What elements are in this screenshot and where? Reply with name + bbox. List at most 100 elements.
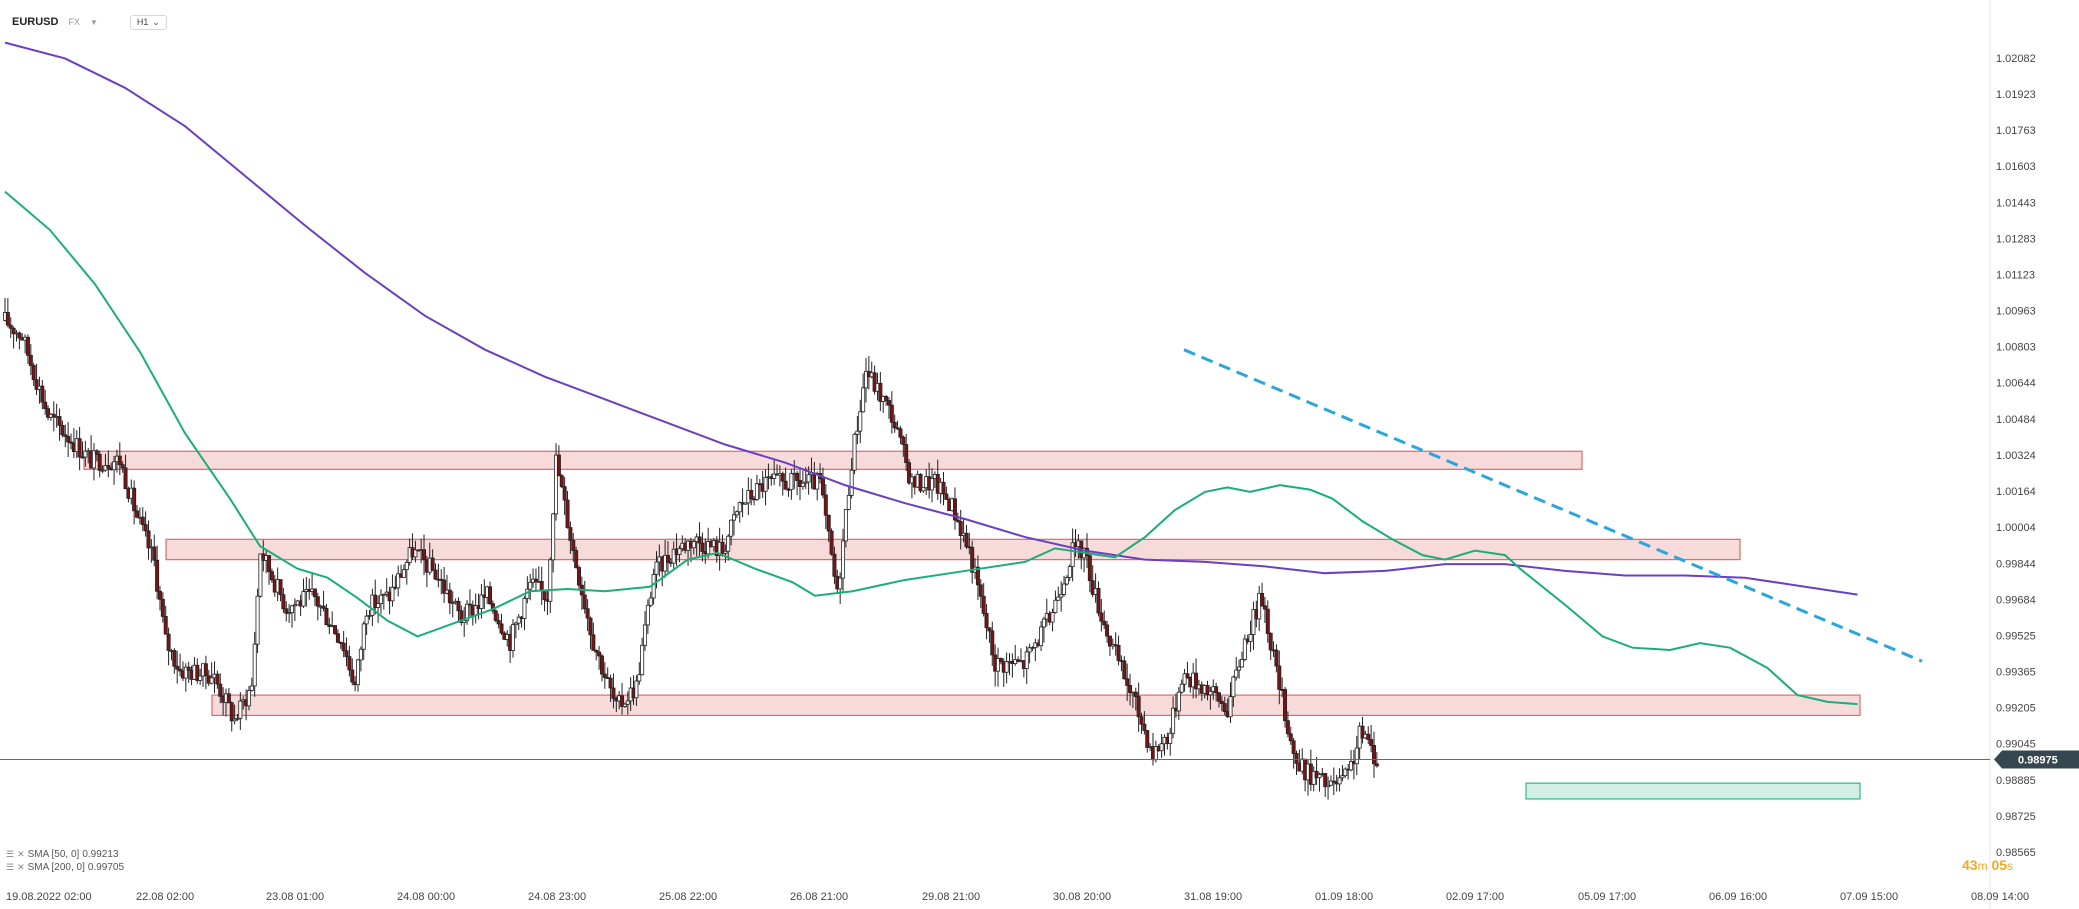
y-tick-label: 1.00963 (1996, 306, 2036, 318)
candle-body (447, 589, 452, 604)
candle (66, 422, 71, 458)
candle (643, 611, 648, 651)
candle-body (1222, 703, 1227, 712)
candle (1234, 657, 1239, 681)
candle-body (858, 411, 863, 432)
candle-body (1340, 775, 1345, 779)
candle-body (852, 433, 857, 471)
symbol-label[interactable]: EURUSD (12, 16, 59, 28)
candle (1222, 696, 1227, 716)
x-tick-label: 23.08 01:00 (266, 891, 324, 903)
candle (597, 646, 602, 670)
candle (895, 420, 900, 431)
candle (1102, 610, 1107, 629)
candle-body (1039, 626, 1044, 647)
candle (238, 692, 243, 730)
candle-body (11, 327, 16, 335)
candle (373, 579, 378, 615)
candle-body (333, 625, 338, 635)
candle (465, 599, 470, 625)
x-tick-label: 24.08 23:00 (528, 891, 586, 903)
candle (640, 637, 645, 676)
candle-body (921, 487, 926, 492)
candle-body (832, 553, 837, 577)
candle (1369, 724, 1374, 753)
candle-body (734, 511, 739, 516)
candle-body (252, 643, 257, 687)
candle (83, 440, 88, 467)
candle-body (889, 404, 894, 423)
candle-body (930, 478, 935, 491)
candle (964, 524, 969, 549)
candle-body (413, 549, 418, 558)
candle-body (1248, 634, 1253, 642)
candle (333, 625, 338, 636)
candle-body (1102, 620, 1107, 626)
candle (315, 592, 320, 621)
candle-body (981, 595, 986, 614)
candle (157, 585, 162, 611)
candle-body (163, 616, 168, 635)
candle (1010, 653, 1015, 678)
candle (706, 527, 711, 559)
candle (671, 541, 676, 570)
sma50-label: SMA [50, 0] (27, 849, 80, 860)
candle (1294, 750, 1299, 776)
candle (1265, 600, 1270, 643)
candle-body (806, 474, 811, 483)
y-tick-label: 1.00004 (1996, 522, 2036, 534)
legend-sma50[interactable]: ☰ ✕ SMA [50, 0] 0.99213 (6, 848, 124, 861)
legend-sma200[interactable]: ☰ ✕ SMA [200, 0] 0.99705 (6, 861, 124, 874)
candle (594, 649, 599, 661)
chevron-down-icon[interactable]: ▼ (89, 17, 98, 27)
candle-body (284, 608, 289, 614)
candle-body (183, 666, 188, 679)
candle (77, 426, 82, 471)
candle-body (1059, 594, 1064, 598)
candle (1041, 616, 1046, 643)
y-tick-label: 0.99844 (1996, 558, 2036, 570)
candle (226, 688, 231, 704)
sma200-label: SMA [200, 0] (27, 862, 85, 873)
candle-body (1374, 763, 1379, 767)
candle-body (556, 454, 561, 477)
candle (605, 667, 610, 680)
candle (904, 434, 909, 472)
settings-icon[interactable]: ☰ (6, 849, 15, 859)
candle (878, 371, 883, 412)
candle-body (1337, 777, 1342, 785)
candle-body (1105, 624, 1110, 637)
candle (31, 362, 36, 386)
candle-body (878, 382, 883, 402)
candle-body (57, 416, 62, 426)
candle-body (645, 604, 650, 626)
candle (634, 675, 639, 706)
y-tick-label: 1.02082 (1996, 53, 2036, 65)
close-icon[interactable]: ✕ (17, 862, 25, 872)
candle-body (381, 593, 386, 596)
candle (599, 653, 604, 682)
candle-body (287, 612, 292, 615)
candle-body (577, 567, 582, 586)
candle-body (1366, 733, 1371, 740)
candle-body (146, 530, 151, 549)
candle-body (901, 436, 906, 445)
candle-body (978, 584, 983, 597)
candle-body (1182, 673, 1187, 685)
candle-body (77, 438, 82, 458)
candle-body (1208, 690, 1213, 696)
candle-body (195, 664, 200, 681)
settings-icon[interactable]: ☰ (6, 862, 15, 872)
candle-body (648, 597, 653, 606)
candle-body (895, 427, 900, 430)
candle (720, 534, 725, 557)
x-tick-label: 30.08 20:00 (1053, 891, 1111, 903)
candle (513, 621, 518, 639)
candle-body (574, 550, 579, 568)
close-icon[interactable]: ✕ (17, 849, 25, 859)
timeframe-selector[interactable]: H1 ⌄ (129, 14, 167, 30)
candle-body (157, 590, 162, 600)
candle-body (998, 658, 1003, 663)
candle (1239, 651, 1244, 668)
